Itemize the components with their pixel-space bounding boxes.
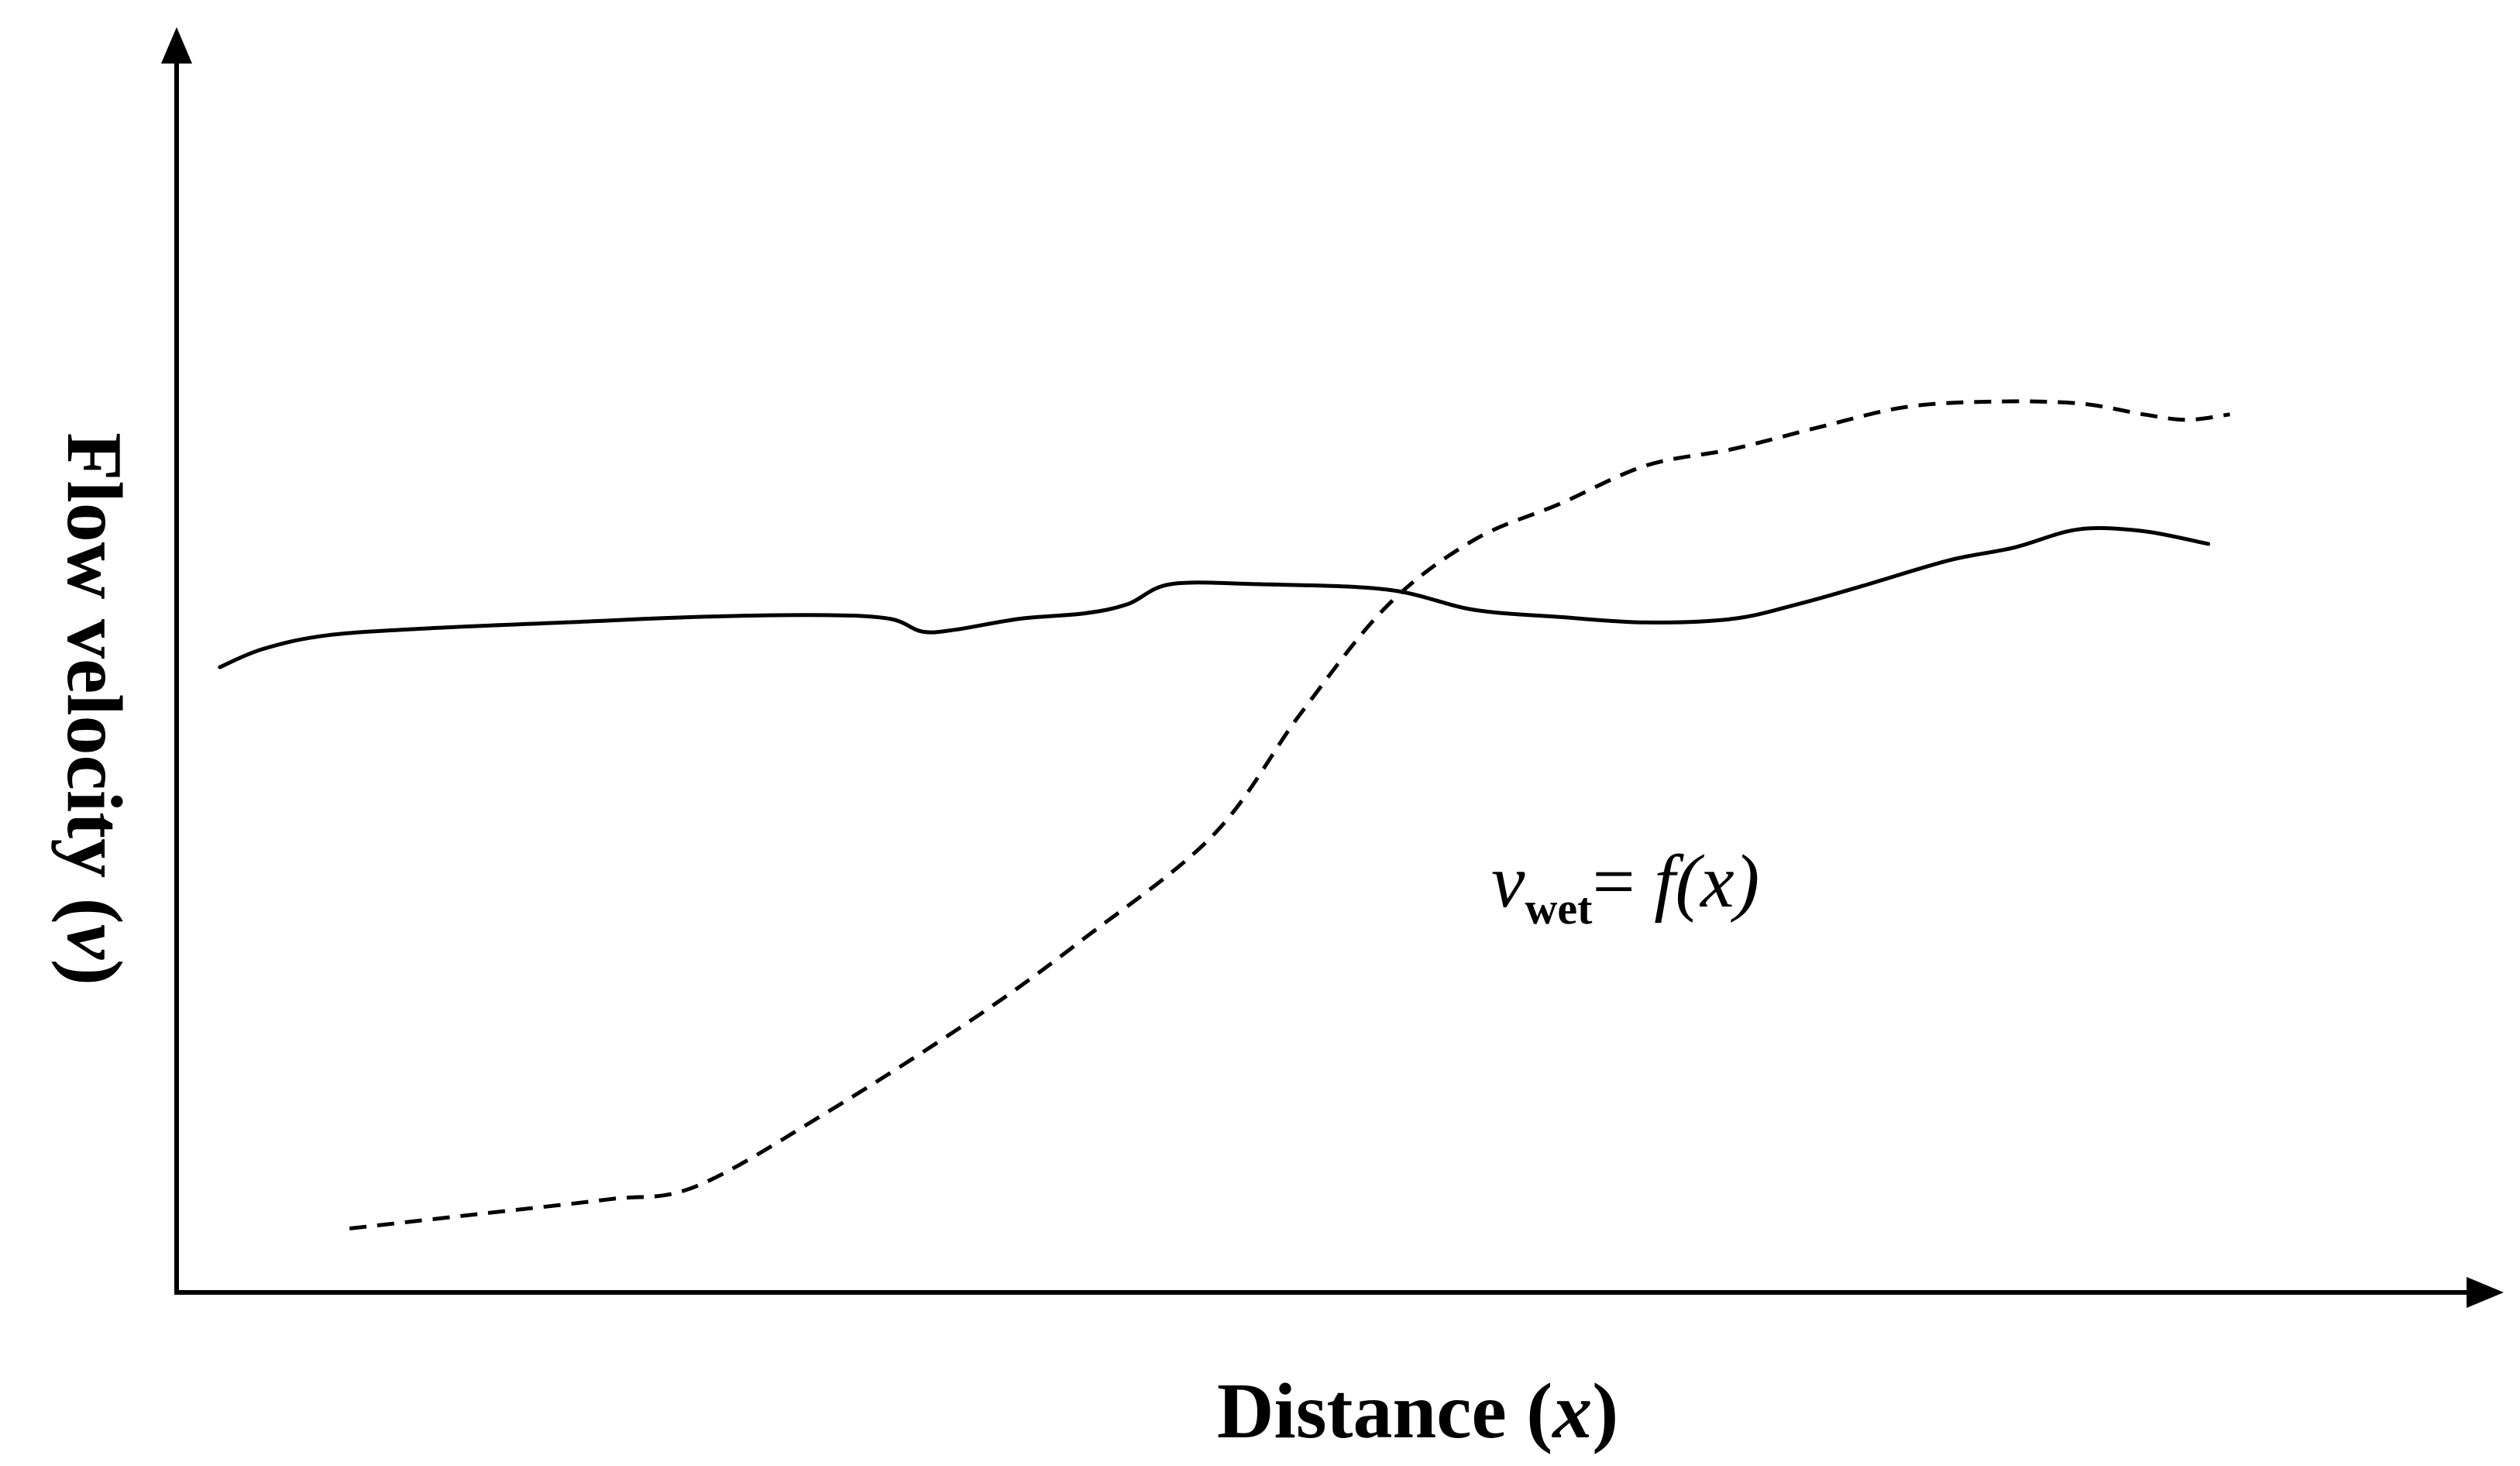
x-axis [174, 1277, 2504, 1308]
annotation-equals: = [1592, 840, 1654, 924]
series-dashed-line [349, 399, 2230, 1230]
annotation-variable: v [1491, 840, 1525, 924]
y-axis [161, 27, 192, 1292]
y-axis-label: Flow velocity (v) [50, 432, 138, 986]
x-axis-arrow-icon [2467, 1277, 2504, 1308]
y-axis-symbol: v [50, 924, 138, 961]
x-axis-symbol: x [1551, 1368, 1592, 1455]
curve-annotation: vwet= f(x) [1491, 840, 1759, 934]
annotation-subscript: wet [1525, 883, 1593, 934]
x-axis-label: Distance (x) [1217, 1368, 1618, 1455]
annotation-function: f(x) [1654, 840, 1759, 924]
series-solid-line [218, 526, 2211, 669]
y-axis-arrow-icon [161, 27, 192, 64]
